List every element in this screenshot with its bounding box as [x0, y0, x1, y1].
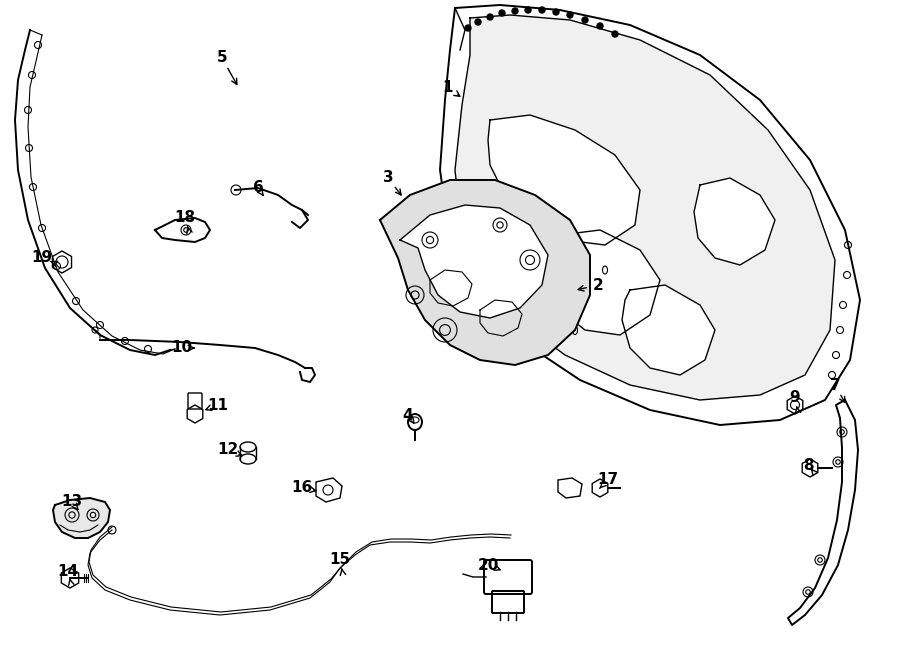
Polygon shape — [550, 230, 660, 335]
Text: 14: 14 — [58, 564, 78, 580]
Text: 6: 6 — [253, 180, 264, 196]
Text: 13: 13 — [61, 494, 83, 510]
Text: 7: 7 — [830, 377, 841, 393]
Ellipse shape — [602, 266, 608, 274]
Polygon shape — [694, 178, 775, 265]
Text: 2: 2 — [592, 278, 603, 293]
Text: 15: 15 — [329, 553, 351, 568]
Text: 5: 5 — [217, 50, 228, 65]
Circle shape — [487, 14, 493, 20]
Polygon shape — [788, 400, 858, 625]
Ellipse shape — [537, 261, 543, 269]
Circle shape — [512, 8, 518, 14]
Text: 18: 18 — [175, 210, 195, 225]
Circle shape — [597, 23, 603, 29]
Circle shape — [612, 31, 618, 37]
Polygon shape — [380, 180, 590, 365]
Text: 12: 12 — [218, 442, 238, 457]
Circle shape — [582, 17, 588, 23]
Polygon shape — [622, 285, 715, 375]
Text: 19: 19 — [32, 251, 52, 266]
Polygon shape — [53, 498, 110, 538]
Text: 1: 1 — [443, 81, 454, 95]
Circle shape — [539, 7, 545, 13]
Circle shape — [567, 12, 573, 18]
Text: 9: 9 — [789, 391, 800, 405]
Circle shape — [475, 19, 481, 25]
Text: 8: 8 — [803, 457, 814, 473]
Polygon shape — [440, 5, 860, 425]
Circle shape — [525, 7, 531, 13]
Circle shape — [553, 9, 559, 15]
Text: 20: 20 — [477, 557, 499, 572]
Text: 16: 16 — [292, 481, 312, 496]
Polygon shape — [400, 205, 548, 318]
Circle shape — [499, 10, 505, 16]
Text: 3: 3 — [382, 171, 393, 186]
Circle shape — [566, 286, 570, 290]
Ellipse shape — [572, 325, 578, 334]
Circle shape — [465, 25, 471, 31]
Text: 10: 10 — [171, 340, 193, 356]
Text: 17: 17 — [598, 473, 618, 488]
Text: 11: 11 — [208, 397, 229, 412]
Polygon shape — [455, 15, 835, 400]
Polygon shape — [488, 115, 640, 245]
Text: 4: 4 — [402, 407, 413, 422]
Ellipse shape — [532, 335, 538, 345]
